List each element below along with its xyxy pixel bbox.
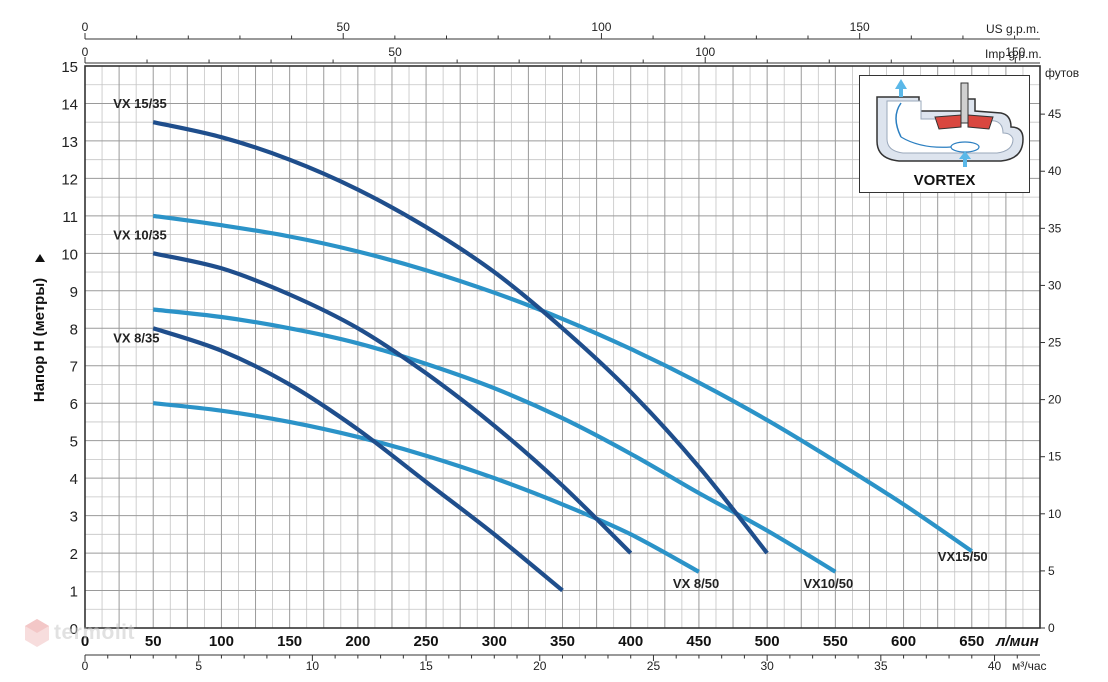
- y-axis-arrow-icon: [35, 254, 45, 262]
- y-feet-tick-label: 10: [1048, 507, 1062, 521]
- y-feet-tick-label: 45: [1048, 107, 1062, 121]
- watermark-text: termolit: [54, 621, 136, 644]
- y-axis-feet-label: футов: [1045, 66, 1079, 80]
- x-tick-label-lpm: 50: [145, 633, 162, 650]
- x-tick-label-impgpm: 0: [82, 45, 89, 59]
- x-axis-lpm-label: л/мин: [995, 633, 1039, 650]
- watermark-logo-icon: [25, 619, 49, 647]
- x-tick-label-usgpm: 150: [850, 20, 870, 34]
- y-tick-label: 7: [70, 359, 78, 376]
- y-feet-tick-label: 15: [1048, 450, 1062, 464]
- y-tick-label: 14: [61, 96, 78, 113]
- inset-title: VORTEX: [913, 172, 976, 189]
- x-tick-label-lpm: 250: [414, 633, 439, 650]
- x-tick-label-lpm: 550: [823, 633, 848, 650]
- y-tick-label: 0: [70, 621, 78, 638]
- x-tick-label-lpm: 100: [209, 633, 234, 650]
- y-tick-label: 8: [70, 321, 78, 338]
- x-tick-label-impgpm: 50: [388, 45, 402, 59]
- y-feet-tick-label: 5: [1048, 564, 1055, 578]
- y-feet-tick-label: 35: [1048, 221, 1062, 235]
- x-axis-m3h-label: м³/час: [1012, 659, 1047, 673]
- x-tick-label-m3h: 30: [760, 659, 774, 673]
- top-axes: 0 50 100 150 0 50 100 150: [82, 20, 1040, 64]
- series-line: [152, 213, 973, 553]
- x-tick-label-lpm: 350: [550, 633, 575, 650]
- y-tick-label: 6: [70, 396, 78, 413]
- x-tick-label-m3h: 10: [306, 659, 320, 673]
- series-line: [152, 326, 564, 593]
- x-tick-label-impgpm: 150: [1005, 45, 1025, 59]
- x-tick-label-m3h: 20: [533, 659, 547, 673]
- x-tick-label-lpm: 650: [959, 633, 984, 650]
- y-tick-label: 10: [61, 246, 78, 263]
- x-tick-label-usgpm: 100: [591, 20, 611, 34]
- y-feet-tick-label: 0: [1048, 621, 1055, 635]
- y-axis-label: Напор H (метры): [31, 278, 48, 402]
- x-tick-label-lpm: 0: [81, 633, 89, 650]
- y-tick-label: 2: [70, 546, 78, 563]
- y-axis-feet-ticks: 0 5 10 15 20 25 30 35 40 45: [1040, 107, 1062, 635]
- x-tick-label-m3h: 0: [82, 659, 89, 673]
- y-tick-label: 11: [62, 209, 78, 226]
- y-tick-label: 12: [61, 171, 78, 188]
- y-tick-label: 5: [70, 434, 78, 451]
- x-tick-label-lpm: 500: [755, 633, 780, 650]
- x-tick-label-usgpm: 0: [82, 20, 89, 34]
- major-grid: [85, 66, 1040, 628]
- series-label: VX15/50: [938, 549, 988, 564]
- y-tick-label: 9: [70, 284, 78, 301]
- y-feet-tick-label: 30: [1048, 278, 1062, 292]
- x-axis-impgpm-label: Imp g.p.m.: [985, 47, 1042, 61]
- series-line: [152, 307, 837, 574]
- y-feet-tick-label: 25: [1048, 336, 1062, 350]
- y-tick-label: 3: [70, 509, 78, 526]
- y-tick-label: 4: [70, 471, 78, 488]
- y-tick-label: 1: [70, 584, 78, 601]
- series-label: VX 15/35: [113, 96, 167, 111]
- minor-grid: [85, 66, 1040, 628]
- y-feet-tick-label: 40: [1048, 164, 1062, 178]
- x-axis-usgpm-label: US g.p.m.: [986, 22, 1039, 36]
- x-tick-label-lpm: 300: [482, 633, 507, 650]
- x-tick-label-m3h: 5: [195, 659, 202, 673]
- x-tick-label-m3h: 15: [419, 659, 433, 673]
- x-tick-label-m3h: 35: [874, 659, 888, 673]
- x-tick-label-m3h: 40: [988, 659, 1002, 673]
- x-tick-label-lpm: 450: [686, 633, 711, 650]
- series-line: [152, 401, 700, 574]
- y-tick-label: 13: [61, 134, 78, 151]
- series-curves: [152, 120, 973, 593]
- x-tick-label-lpm: 200: [345, 633, 370, 650]
- plot-frame: [84, 65, 1041, 629]
- series-label: VX 8/50: [673, 576, 719, 591]
- series-line: [152, 251, 633, 555]
- series-line: [152, 120, 769, 555]
- bottom-axes: 0 50 100 150 200 250 300 350 400 450 500 550 600 650 0…: [81, 633, 1040, 673]
- vortex-pump-diagram-icon: [876, 79, 1024, 167]
- y-feet-tick-label: 20: [1048, 393, 1062, 407]
- x-tick-label-m3h: 25: [647, 659, 661, 673]
- x-tick-label-lpm: 150: [277, 633, 302, 650]
- x-tick-label-lpm: 400: [618, 633, 643, 650]
- vortex-impeller-inset: VORTEX: [859, 75, 1030, 193]
- series-label: VX10/50: [803, 576, 853, 591]
- series-label: VX 8/35: [113, 330, 159, 345]
- y-tick-label: 15: [61, 59, 78, 76]
- watermark: termolit: [24, 618, 135, 648]
- x-tick-label-impgpm: 100: [695, 45, 715, 59]
- x-tick-label-usgpm: 50: [337, 20, 351, 34]
- series-label: VX 10/35: [113, 227, 167, 242]
- series-labels: VX 15/35 VX 10/35 VX 8/35 VX15/50 VX10/50 VX …: [113, 96, 987, 591]
- x-tick-label-lpm: 600: [891, 633, 916, 650]
